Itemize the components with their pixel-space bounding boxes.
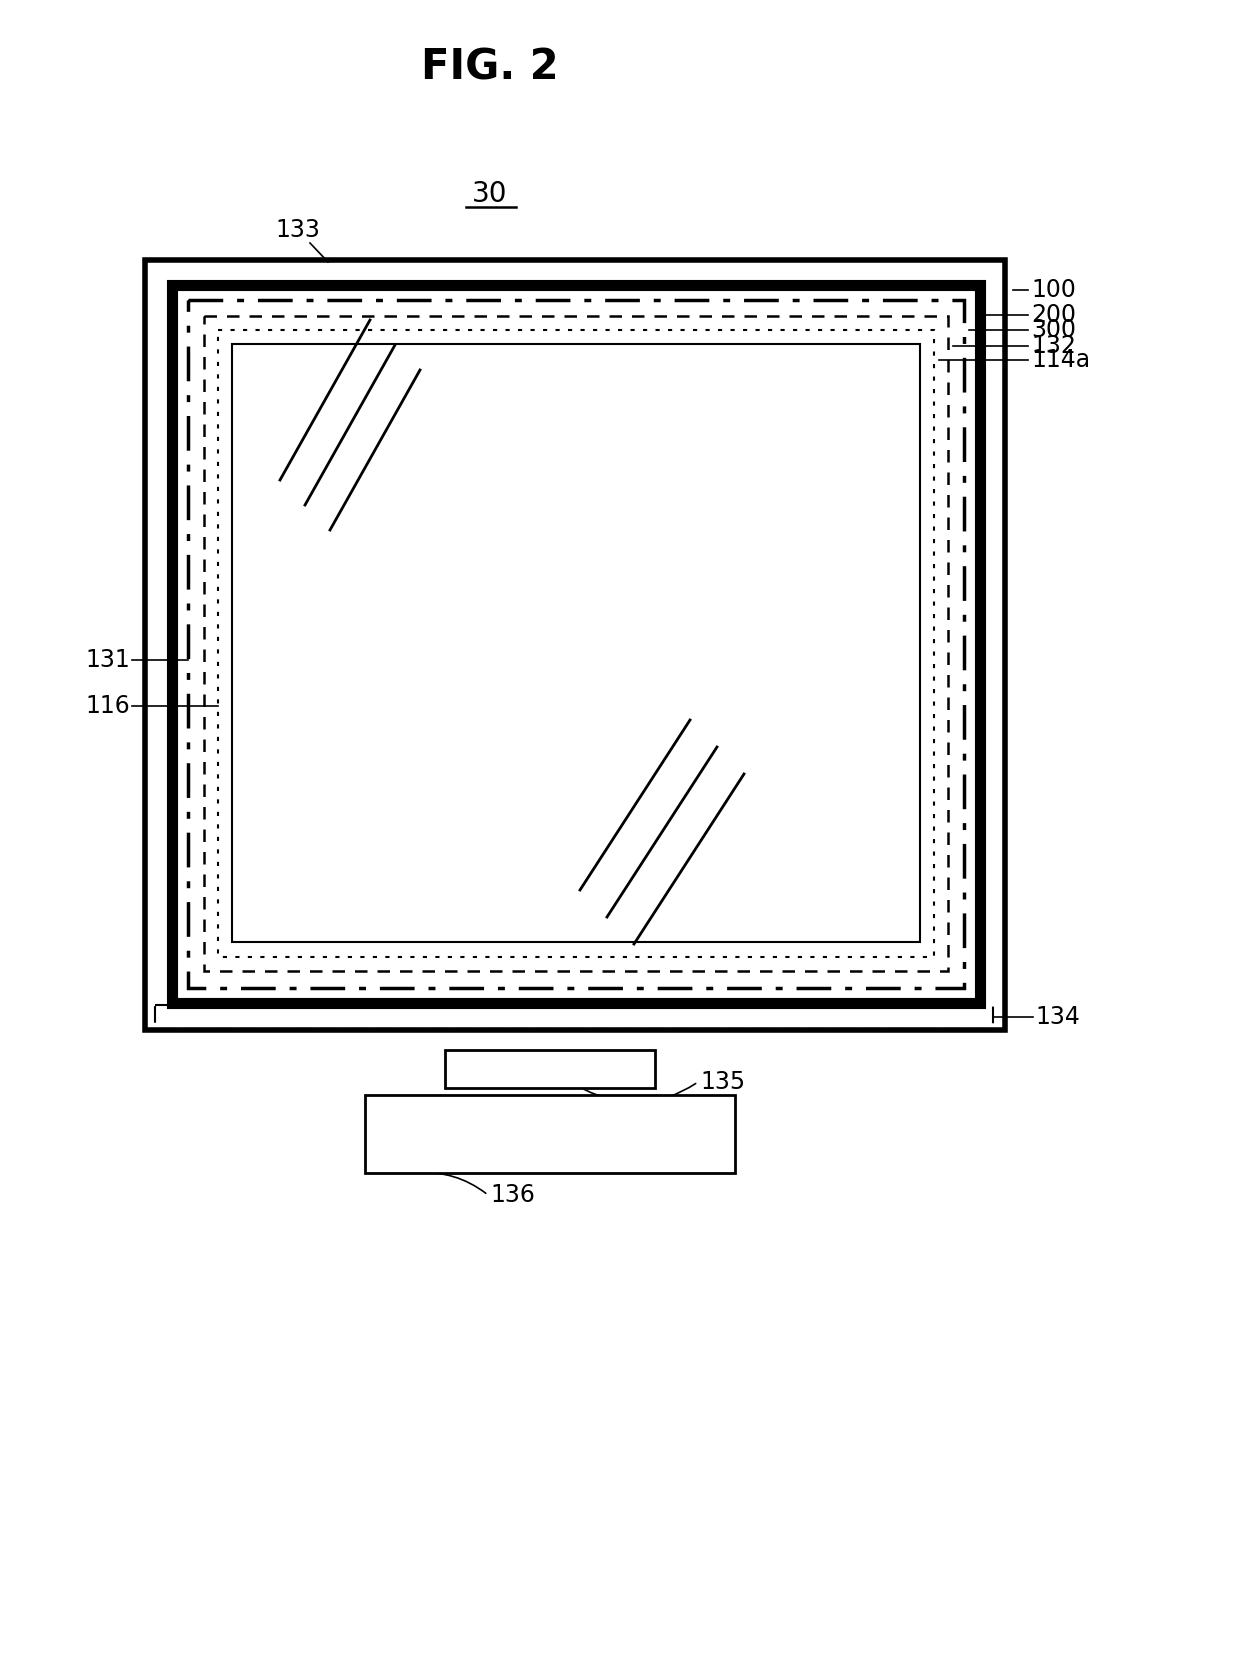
Text: 133: 133 <box>275 218 320 243</box>
Text: 114a: 114a <box>1030 348 1090 373</box>
Text: 30: 30 <box>472 180 507 208</box>
Bar <box>445 1049 655 1088</box>
Text: 135: 135 <box>701 1069 745 1094</box>
Bar <box>172 284 980 1003</box>
Bar <box>218 329 934 956</box>
Text: 134: 134 <box>1035 1004 1080 1029</box>
Bar <box>155 1004 993 1029</box>
Text: 136: 136 <box>490 1182 534 1207</box>
Bar <box>188 299 963 988</box>
Text: 100: 100 <box>1030 278 1076 303</box>
Text: 200: 200 <box>1030 303 1076 328</box>
Text: 300: 300 <box>1030 318 1076 343</box>
Text: 116: 116 <box>86 693 130 718</box>
Bar <box>145 259 1004 1029</box>
Bar <box>205 316 949 971</box>
Bar <box>365 1094 735 1172</box>
Text: 131: 131 <box>86 649 130 672</box>
Text: 132: 132 <box>1030 334 1076 358</box>
Text: FIG. 2: FIG. 2 <box>422 47 559 90</box>
Bar <box>232 344 920 941</box>
